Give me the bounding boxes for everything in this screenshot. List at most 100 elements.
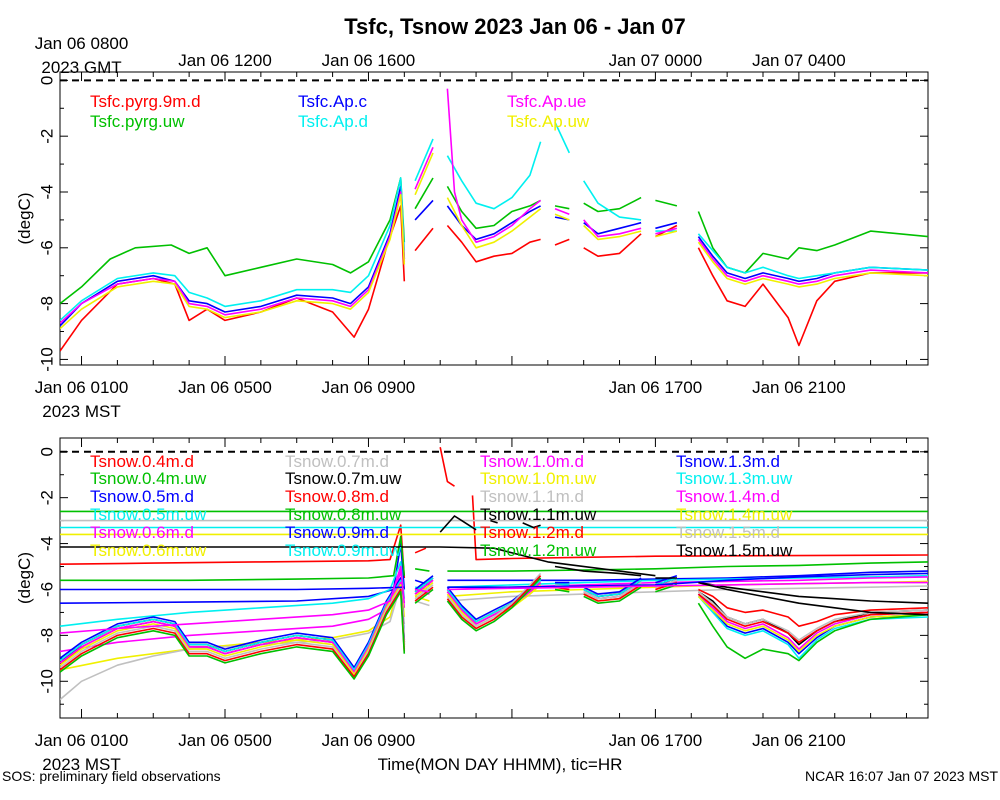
series-line-tsnow-1-3m-d	[60, 586, 405, 591]
series-line-tsnow-0-9m-d	[60, 577, 406, 669]
series-line-tsfc-ap-ue	[446, 88, 542, 243]
x-axis-label: Time(MON DAY HHMM), tic=HR	[378, 755, 623, 774]
legend-entry-tsnow-0-7m-d: Tsnow.0.7m.d	[285, 452, 389, 471]
x-tick-label: Jan 06 0500	[178, 731, 272, 750]
series-line-tsnow-0-9m-d	[655, 574, 678, 584]
series-line-tsnow-1-1m-d	[697, 591, 928, 641]
x-tick-label: Jan 06 2100	[752, 731, 846, 750]
legend-entry-tsnow-0-5m-d: Tsnow.0.5m.d	[90, 487, 194, 506]
series-line-tsnow-1-0m-d	[60, 581, 406, 673]
legend-entry-tsnow-1-0m-d: Tsnow.1.0m.d	[480, 452, 584, 471]
series-line-tsfc-ap-ue	[697, 238, 928, 285]
plot-frame	[59, 437, 929, 719]
panel-top-plot: 0 -2 -4 -6 -8 -10 (degC) Jan 06 0100 2023 MST Jan…	[15, 34, 929, 421]
series-line-tsnow-1-2m-d	[697, 593, 928, 644]
series-line-tsnow-0-5m-uw	[60, 561, 406, 627]
legend-entry-tsnow-1-5m-uw: Tsnow.1.5m.uw	[676, 541, 793, 560]
series-line-tsnow-0-4m-d	[471, 495, 928, 561]
x-start-date-label: 2023 MST	[42, 402, 120, 421]
y-tick-label: -10	[37, 669, 56, 694]
legend-entry-tsnow-0-6m-uw: Tsnow.0.6m.uw	[90, 541, 207, 560]
x-tick-label: Jan 06 2100	[752, 378, 846, 397]
series-line-tsnow-0-9m-uw	[60, 579, 406, 671]
x-tick-label: Jan 06 1700	[609, 378, 703, 397]
series-line-tsfc-pyrg-uw	[697, 211, 928, 274]
series-line-tsnow-0-4m-d	[439, 447, 455, 487]
series-line-tsfc-pyrg-uw	[446, 186, 541, 230]
series-line-tsfc-ap-ue	[583, 219, 642, 238]
series-line-tsfc-ap-uw	[697, 241, 928, 288]
legend-entry-tsfc-ap-uw: Tsfc.Ap.uw	[507, 112, 590, 131]
legend-entry-tsnow-0-6m-d: Tsnow.0.6m.d	[90, 523, 194, 542]
series-line-tsfc-ap-c	[60, 185, 406, 327]
legend-entry-tsnow-1-1m-d: Tsnow.1.1m.d	[480, 487, 584, 506]
series-line-tsfc-pyrg-9m-d	[414, 227, 434, 252]
series-line-tsfc-ap-c	[655, 221, 678, 230]
series-line-tsnow-1-2m-d	[60, 588, 406, 678]
series-line-tsfc-pyrg-9m-d	[446, 224, 541, 263]
y-tick-label: -2	[37, 490, 56, 505]
series-line-tsnow-1-1m-uw	[698, 581, 928, 604]
series-line-tsfc-ap-uw	[446, 197, 542, 249]
legend-entry-tsnow-1-3m-uw: Tsnow.1.3m.uw	[676, 469, 793, 488]
y-tick-label: -6	[37, 582, 56, 597]
series-line-tsnow-0-4m-d	[60, 524, 406, 579]
top-x-tick-label: Jan 06 1600	[322, 51, 416, 70]
legend-entry-tsfc-pyrg-9m-d: Tsfc.pyrg.9m.d	[90, 92, 201, 111]
legend-entry-tsnow-0-9m-uw: Tsnow.0.9m.uw	[285, 541, 402, 560]
x-tick-label: Jan 06 0900	[322, 731, 416, 750]
series-line-tsnow-1-2m-d	[446, 575, 542, 630]
series-line-tsfc-ap-d	[414, 138, 434, 182]
series-line-tsnow-1-5m-uw	[439, 515, 477, 533]
series-line-tsnow-0-6m-d	[60, 570, 406, 653]
series-line-tsnow-1-2m-uw	[60, 591, 406, 680]
series-line-tsfc-pyrg-uw	[60, 177, 406, 305]
legend-entry-tsnow-1-4m-d: Tsnow.1.4m.d	[676, 487, 780, 506]
y-axis-label: (degC)	[15, 552, 34, 604]
series-line-tsnow-1-1m-d	[446, 572, 542, 627]
series-line-tsfc-ap-c	[414, 199, 434, 221]
legend-entry-tsnow-1-5m-d: Tsnow.1.5m.d	[676, 523, 780, 542]
series-line-tsnow-1-5m-uw	[522, 522, 541, 529]
series-line-tsnow-1-4m-d	[414, 588, 430, 593]
legend-entry-tsfc-pyrg-uw: Tsfc.pyrg.uw	[90, 112, 185, 131]
top-x-start-label: Jan 06 0800	[35, 34, 129, 53]
series-line-tsnow-1-5m-uw	[490, 519, 498, 524]
legend-entry-tsfc-ap-d: Tsfc.Ap.d	[298, 112, 368, 131]
series-line-tsfc-ap-d	[583, 180, 642, 221]
series-line-tsnow-1-2m-uw	[446, 577, 542, 632]
series-line-tsnow-0-4m-d	[414, 547, 427, 554]
series-line-tsfc-pyrg-uw	[554, 205, 570, 210]
legend-entry-tsnow-1-1m-uw: Tsnow.1.1m.uw	[480, 505, 597, 524]
x-tick-label: Jan 06 0500	[178, 378, 272, 397]
x-tick-label: Jan 06 1700	[609, 731, 703, 750]
y-tick-label: -6	[37, 240, 56, 255]
legend-entry-tsfc-ap-ue: Tsfc.Ap.ue	[507, 92, 586, 111]
legend-entry-tsnow-0-7m-uw: Tsnow.0.7m.uw	[285, 469, 402, 488]
legend-entry-tsnow-1-3m-d: Tsnow.1.3m.d	[676, 452, 780, 471]
series-line-tsnow-1-1m-d	[414, 584, 434, 600]
series-line-tsfc-ap-d	[697, 233, 928, 280]
y-tick-label: 0	[37, 447, 56, 456]
series-line-tsfc-ap-ue	[655, 227, 678, 235]
series-line-tsnow-1-0m-uw	[697, 595, 928, 653]
series-line-tsnow-1-2m-d	[414, 586, 434, 602]
series-line-tsnow-1-0m-uw	[414, 581, 434, 598]
y-tick-label: -4	[37, 536, 56, 551]
series-line-tsfc-ap-d	[554, 121, 571, 154]
series-line-tsnow-0-5m-uw	[447, 574, 928, 588]
series-line-tsfc-pyrg-9m-d	[583, 233, 642, 257]
y-tick-label: -10	[37, 347, 56, 372]
series-line-tsnow-1-4m-d	[60, 565, 406, 634]
series-line-tsfc-pyrg-uw	[583, 196, 642, 213]
series-line-tsfc-ap-uw	[583, 224, 642, 241]
legend-entry-tsnow-1-2m-d: Tsnow.1.2m.d	[480, 523, 584, 542]
series-line-tsnow-1-5m-uw	[698, 581, 928, 616]
legend-entry-tsnow-1-2m-uw: Tsnow.1.2m.uw	[480, 541, 597, 560]
x-start-date-label: 2023 MST	[42, 755, 120, 774]
series-line-tsfc-ap-d	[60, 177, 406, 321]
series-line-tsnow-1-5m-uw	[554, 565, 642, 577]
footer-right: NCAR 16:07 Jan 07 2023 MST	[805, 768, 998, 784]
series-line-tsnow-0-9m-d	[414, 575, 434, 591]
x-tick-label: Jan 06 0100	[35, 731, 129, 750]
